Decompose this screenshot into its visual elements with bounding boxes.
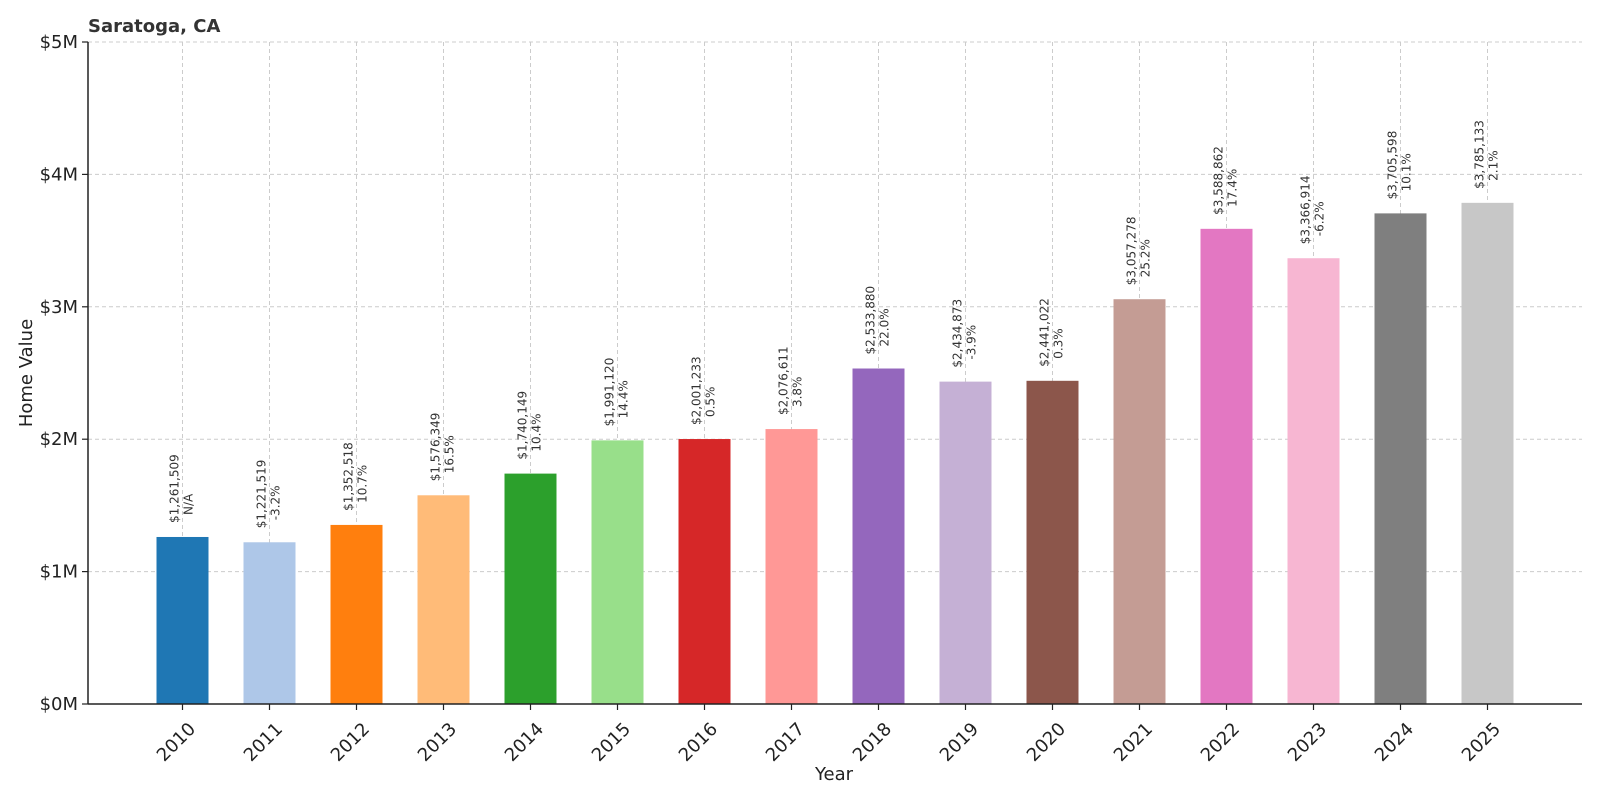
bar-value-label: $2,434,873-3.9% <box>951 299 979 368</box>
bar-2013 <box>417 495 470 704</box>
bar-value-text: $1,261,509 <box>168 454 182 523</box>
bar-value-label: $3,366,914-6.2% <box>1299 176 1327 245</box>
bar-2023 <box>1287 258 1340 704</box>
bar-change-text: 17.4% <box>1226 169 1240 207</box>
bar-value-text: $1,740,149 <box>516 391 530 460</box>
bar-value-text: $1,352,518 <box>342 442 356 511</box>
axes <box>87 42 1582 705</box>
bar-value-text: $2,001,233 <box>690 356 704 425</box>
x-tick-label: 2015 <box>588 719 635 766</box>
bar-value-text: $3,366,914 <box>1299 176 1313 245</box>
bar-value-label: $2,441,0220.3% <box>1038 298 1066 367</box>
x-tick-label: 2014 <box>501 719 548 766</box>
bar-value-label: $1,740,14910.4% <box>516 391 544 460</box>
x-tick-label: 2025 <box>1458 719 1505 766</box>
bar-value-text: $1,991,120 <box>603 358 617 427</box>
bar-value-text: $2,434,873 <box>951 299 965 368</box>
bar-value-label: $3,057,27825.2% <box>1125 216 1153 285</box>
bar-2020 <box>1026 380 1079 704</box>
x-tick-label: 2021 <box>1110 719 1157 766</box>
bar-change-text: 22.0% <box>878 308 892 346</box>
bar-2018 <box>852 368 905 704</box>
bar-change-text: 25.2% <box>1139 239 1153 277</box>
bar-2019 <box>939 381 992 704</box>
x-tick-label: 2019 <box>936 719 983 766</box>
x-tick-label: 2023 <box>1284 719 1331 766</box>
bar-value-text: $3,785,133 <box>1473 120 1487 189</box>
bar-value-label: $2,001,2330.5% <box>690 356 718 425</box>
y-tick-label: $3M <box>40 297 78 318</box>
bars <box>156 202 1514 705</box>
bar-change-text: 14.4% <box>617 380 631 418</box>
bar-2016 <box>678 439 731 704</box>
bar-2017 <box>765 429 818 704</box>
x-tick-label: 2016 <box>675 719 722 766</box>
x-tick-label: 2020 <box>1023 719 1070 766</box>
chart-title: Saratoga, CA <box>88 16 220 37</box>
bar-change-text: 10.4% <box>530 413 544 451</box>
bar-value-text: $1,576,349 <box>429 413 443 482</box>
bar-value-label: $2,533,88022.0% <box>864 286 892 355</box>
x-tick-label: 2022 <box>1197 719 1244 766</box>
bar-value-text: $2,441,022 <box>1038 298 1052 367</box>
bar-value-label: $1,221,519-3.2% <box>255 460 283 529</box>
bar-value-text: $3,057,278 <box>1125 216 1139 285</box>
bar-2021 <box>1113 299 1166 704</box>
bar-change-text: 10.7% <box>356 465 370 503</box>
bar-change-text: 3.8% <box>791 377 805 408</box>
bar-2024 <box>1374 213 1427 704</box>
bar-2025 <box>1461 202 1514 704</box>
bar-change-text: -3.2% <box>269 485 283 520</box>
x-tick-label: 2024 <box>1371 719 1418 766</box>
bar-value-label: $1,352,51810.7% <box>342 442 370 511</box>
bar-change-text: 2.1% <box>1487 150 1501 181</box>
bar-value-label: $1,261,509N/A <box>168 454 196 523</box>
bar-2014 <box>504 473 557 704</box>
y-tick-label: $1M <box>40 562 78 583</box>
bar-change-text: -6.2% <box>1313 201 1327 236</box>
bar-2010 <box>156 536 209 704</box>
x-tick-label: 2010 <box>153 719 200 766</box>
bar-labels: $1,261,509N/A $1,221,519-3.2% $1,352,51810… <box>168 120 1501 528</box>
bar-value-label: $1,576,34916.5% <box>429 413 457 482</box>
x-tick-label: 2012 <box>327 719 374 766</box>
x-axis-ticks: 2010 2011 2012 2013 2014 2015 2016 2017 2018 2019… <box>153 704 1505 766</box>
y-tick-label: $2M <box>40 429 78 450</box>
bar-2022 <box>1200 228 1253 705</box>
x-tick-label: 2017 <box>762 719 809 766</box>
bar-value-label: $2,076,6113.8% <box>777 346 805 415</box>
y-axis-ticks: $0M $1M $2M $3M $4M $5M <box>40 32 88 715</box>
bar-change-text: 10.1% <box>1400 153 1414 191</box>
bar-2012 <box>330 524 383 704</box>
bar-change-text: -3.9% <box>965 325 979 360</box>
x-tick-label: 2013 <box>414 719 461 766</box>
bar-value-text: $3,705,598 <box>1386 131 1400 200</box>
bar-value-label: $1,991,12014.4% <box>603 358 631 427</box>
x-tick-label: 2018 <box>849 719 896 766</box>
bar-value-label: $3,785,1332.1% <box>1473 120 1501 189</box>
bar-value-label: $3,588,86217.4% <box>1212 146 1240 215</box>
bar-2015 <box>591 440 644 704</box>
bar-2011 <box>243 542 296 704</box>
bar-value-text: $2,076,611 <box>777 346 791 415</box>
x-tick-label: 2011 <box>240 719 287 766</box>
x-axis-label: Year <box>814 764 854 785</box>
bar-change-text: 16.5% <box>443 435 457 473</box>
bar-value-text: $2,533,880 <box>864 286 878 355</box>
y-tick-label: $5M <box>40 32 78 53</box>
y-tick-label: $0M <box>40 694 78 715</box>
bar-change-text: 0.3% <box>1052 328 1066 359</box>
bar-value-text: $1,221,519 <box>255 460 269 529</box>
grid-lines <box>88 41 1582 705</box>
bar-value-text: $3,588,862 <box>1212 146 1226 215</box>
bar-change-text: N/A <box>182 493 196 515</box>
y-tick-label: $4M <box>40 164 78 185</box>
y-axis-label: Home Value <box>16 319 37 427</box>
bar-value-label: $3,705,59810.1% <box>1386 131 1414 200</box>
bar-change-text: 0.5% <box>704 387 718 418</box>
